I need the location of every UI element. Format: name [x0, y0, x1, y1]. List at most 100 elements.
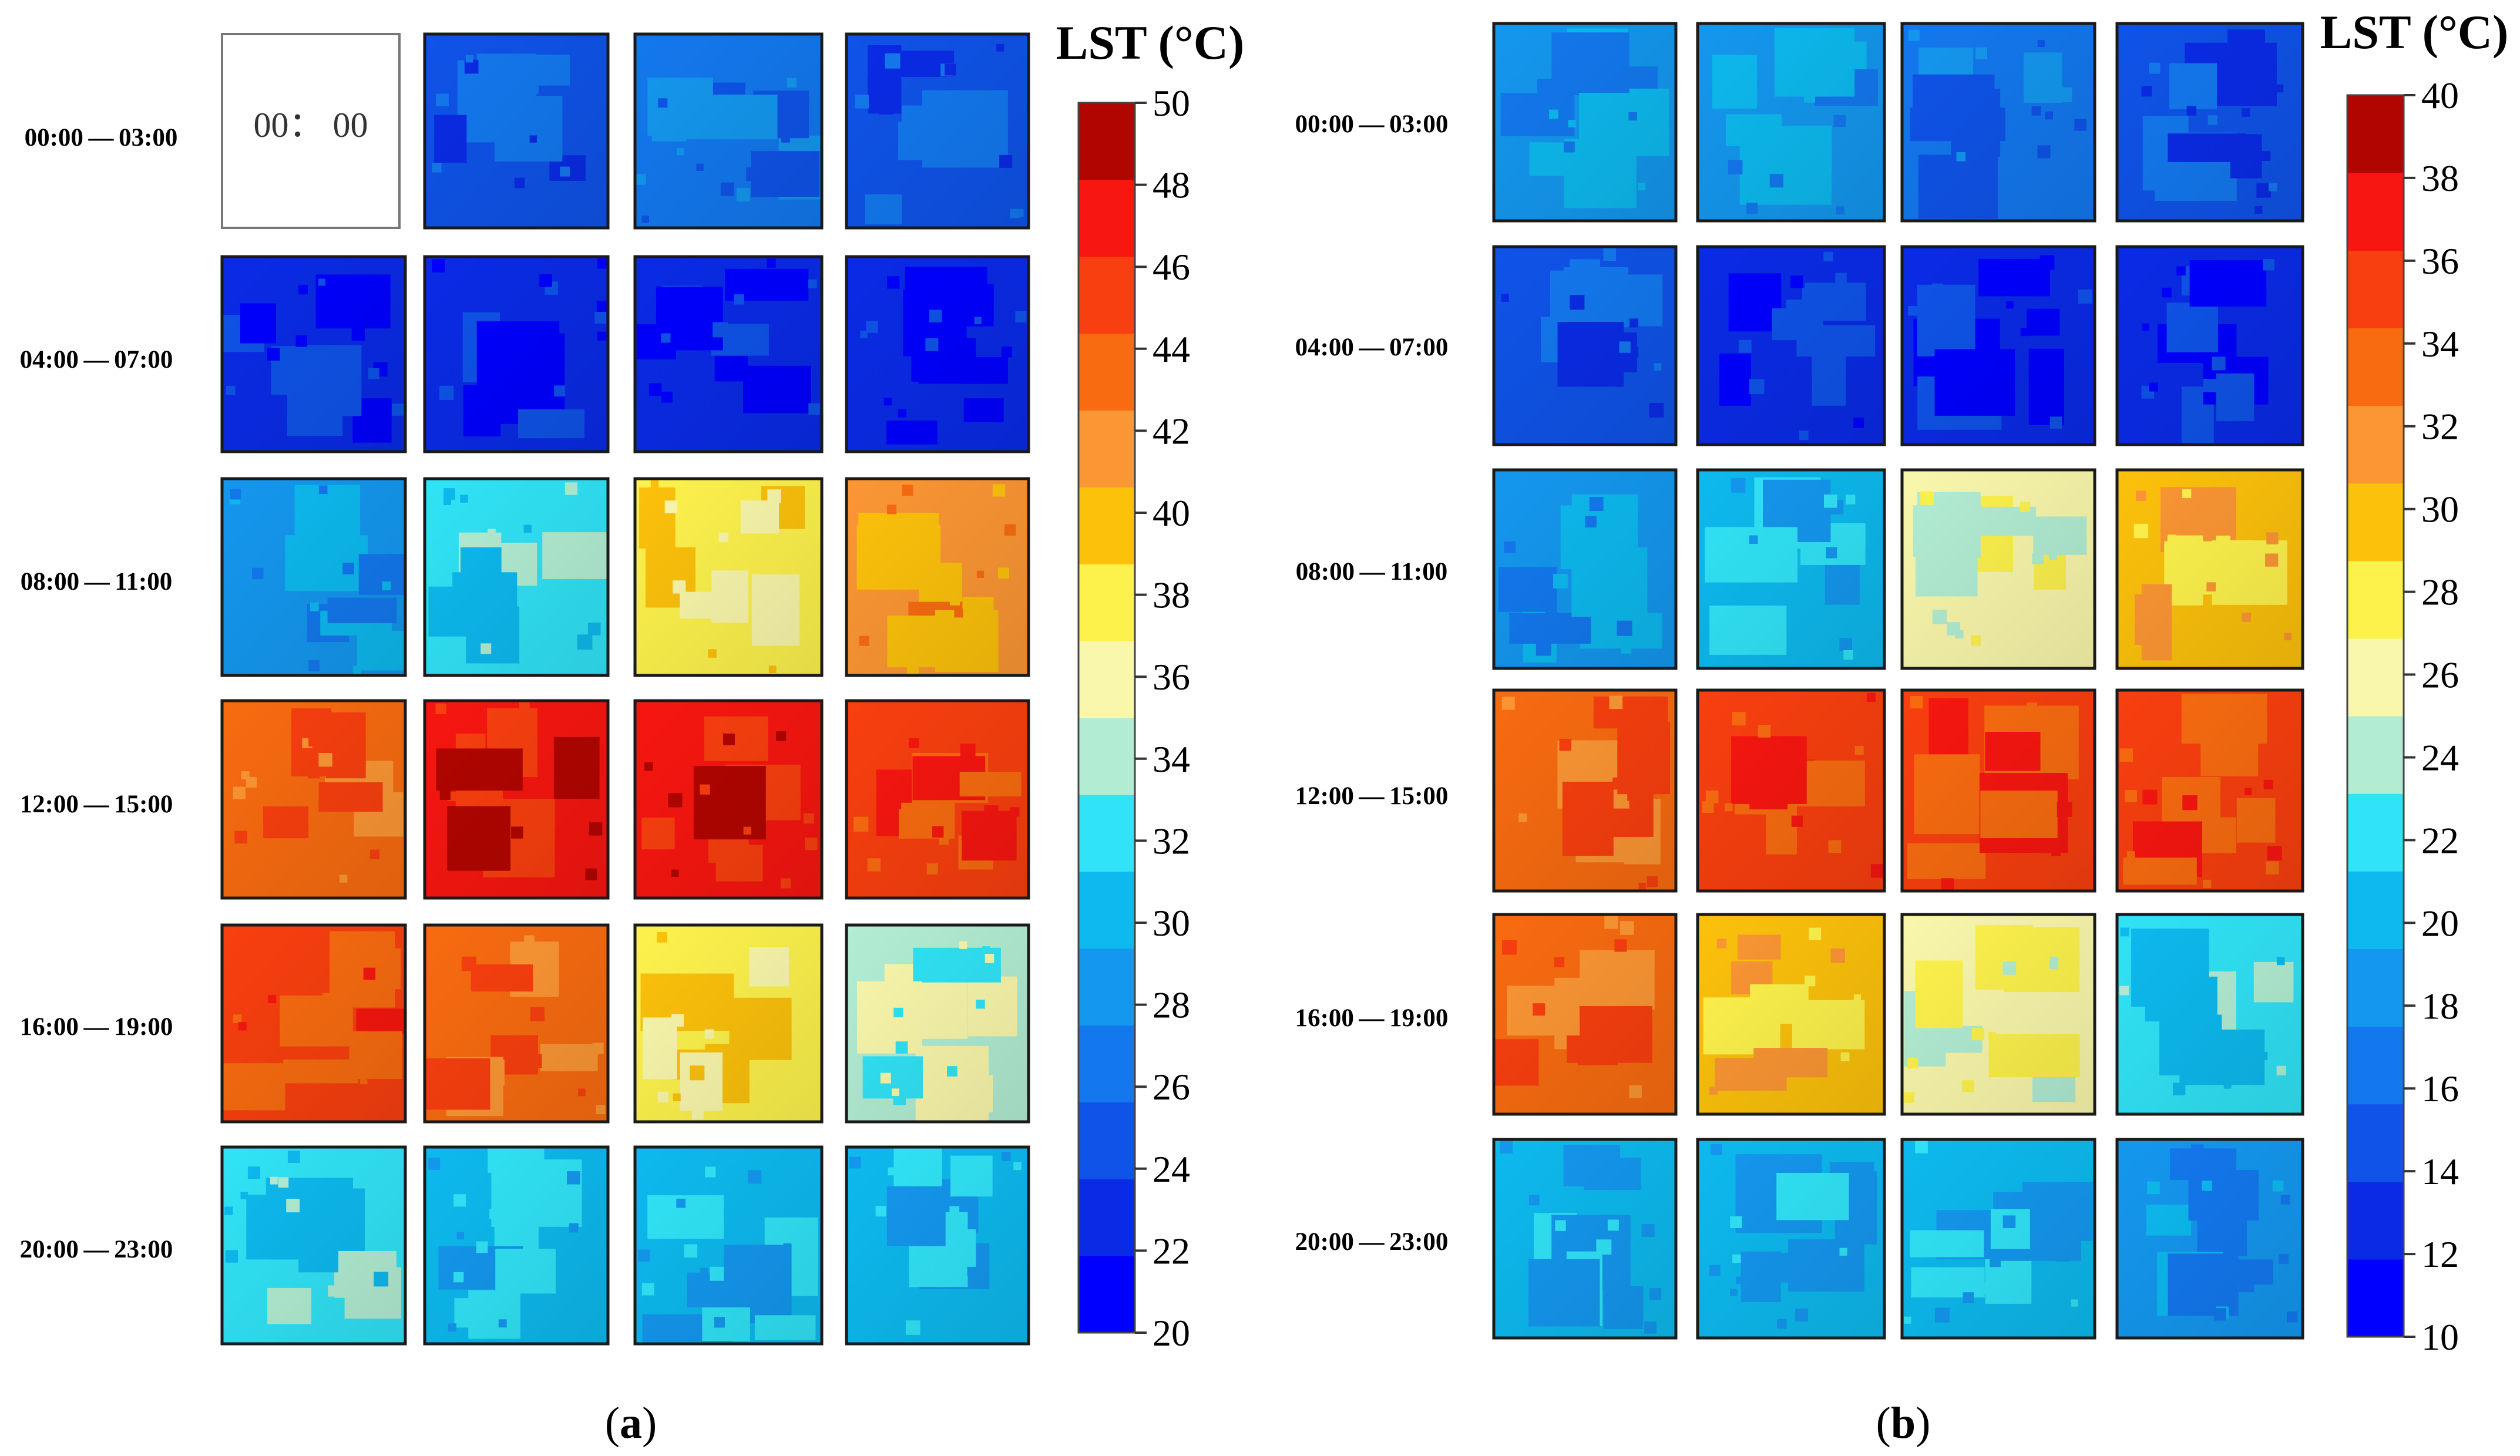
heatmap-tile: [1900, 22, 2096, 223]
tile-shade: [846, 701, 1029, 898]
colorbar-tick-label: 34: [1153, 738, 1190, 780]
tile-border: [633, 923, 824, 1124]
panel-b-colorbar-frame: [2346, 94, 2405, 1338]
colorbar-band: [2347, 638, 2404, 717]
colorbar-tick-label: 40: [1153, 492, 1190, 534]
panel-b-colorbar-ticks: 10 12 14 16 18 20 22 24 26 28 30 32 34 36 38 40: [2404, 75, 2459, 1358]
heatmap-tile: [845, 699, 1030, 900]
tile-shade: [1698, 914, 1884, 1114]
colorbar-tick-label: 10: [2421, 1316, 2459, 1358]
tile-shade: [1494, 470, 1676, 668]
panel-a-paren-close: ): [642, 1398, 657, 1448]
tile-shade: [222, 925, 405, 1122]
heatmap-tile: [1900, 688, 2096, 893]
colorbar-band: [1078, 256, 1135, 334]
panel-a-colorbar-bands: [1078, 103, 1135, 1333]
tile-border: [1900, 245, 2096, 446]
colorbar-tick-label: 24: [2421, 737, 2459, 779]
colorbar-band: [1078, 410, 1135, 487]
tile-shade: [1902, 914, 2095, 1114]
tile-border: [423, 923, 610, 1124]
colorbar-band: [2347, 949, 2404, 1027]
tile-shade: [2117, 690, 2303, 891]
tile-border: [423, 699, 610, 900]
panel-a-heatmap-grid: [220, 32, 1030, 1346]
row-label-16-19: 16:00 — 19:00: [20, 1013, 173, 1041]
colorbar-tick-label: 22: [1153, 1230, 1190, 1272]
heatmap-tile: [2115, 245, 2304, 446]
colorbar-band: [1078, 1179, 1135, 1256]
tile-border: [845, 32, 1030, 230]
tile-shade: [1698, 690, 1884, 891]
tile-border: [845, 1145, 1030, 1346]
tile-border: [1900, 913, 2096, 1116]
tile-shade: [1698, 1139, 1884, 1338]
heatmap-tile: [845, 477, 1030, 677]
colorbar-band: [2347, 328, 2404, 406]
colorbar-band: [1078, 871, 1135, 949]
tile-border: [1900, 468, 2096, 670]
tile-shade: [222, 479, 405, 675]
colorbar-tick-label: 30: [2421, 489, 2459, 530]
colorbar-tick-label: 28: [2421, 571, 2459, 613]
tile-shade: [1902, 690, 2095, 891]
tile-shade: [1902, 1139, 2095, 1338]
tile-shade: [846, 257, 1029, 452]
panel-a-colorbar-frame: [1077, 102, 1136, 1334]
colorbar-tick-label: 44: [1153, 328, 1190, 370]
colorbar-tick-label: 46: [1153, 246, 1190, 288]
panel-a-time-placeholder: 00： 00: [221, 33, 401, 229]
heatmap-tile: [2115, 1138, 2304, 1340]
colorbar-band: [2347, 1181, 2404, 1260]
colorbar-tick-label: 36: [1153, 656, 1190, 698]
tile-shade: [846, 925, 1029, 1122]
tile-border: [220, 923, 407, 1124]
heatmap-tile: [845, 1145, 1030, 1346]
heatmap-tile: [2115, 22, 2304, 223]
tile-border: [1696, 245, 1886, 446]
heatmap-tile: [1492, 913, 1678, 1116]
panel-a-paren-open: (: [605, 1398, 620, 1448]
colorbar-band: [1078, 487, 1135, 564]
tile-shade: [2117, 247, 2303, 445]
heatmap-tile: [633, 923, 824, 1124]
colorbar-band: [2347, 250, 2404, 328]
tile-border: [633, 1145, 824, 1346]
tile-shade: [1902, 247, 2095, 445]
colorbar-tick-label: 28: [1153, 984, 1190, 1026]
colorbar-band: [1078, 948, 1135, 1026]
colorbar-band: [2347, 793, 2404, 872]
row-label-16-19: 16:00 — 19:00: [1295, 1004, 1449, 1032]
tile-shade: [846, 1147, 1029, 1344]
heatmap-tile: [2115, 468, 2304, 670]
colorbar-band: [1078, 103, 1135, 180]
heatmap-tile: [220, 1145, 407, 1346]
colorbar-band: [2347, 1104, 2404, 1182]
tile-border: [423, 1145, 610, 1346]
tile-border: [2115, 1138, 2304, 1340]
tile-shade: [1698, 247, 1884, 445]
tile-border: [633, 255, 824, 453]
tile-shade: [222, 701, 405, 898]
colorbar-band: [1078, 718, 1135, 795]
tile-shade: [2117, 23, 2303, 221]
panel-a: 00:00 — 03:00 04:00 — 07:00 08:00 — 11:0…: [20, 16, 1245, 1448]
colorbar-tick-label: 12: [2421, 1233, 2459, 1275]
tile-shade: [1494, 690, 1676, 891]
tile-border: [1900, 1138, 2096, 1340]
colorbar-band: [1078, 641, 1135, 718]
colorbar-band: [1078, 564, 1135, 641]
heatmap-tile: [2115, 688, 2304, 893]
heatmap-tile: [423, 32, 610, 230]
tile-border: [423, 477, 610, 677]
tile-border: [1492, 688, 1678, 893]
panel-a-colorbar-ticks: 20 22 24 26 28 30 32 34 36 38 40 42 44 46 48 50: [1135, 82, 1190, 1354]
tile-shade: [222, 257, 405, 452]
colorbar-band: [2347, 716, 2404, 794]
heatmap-tile: [1696, 1138, 1886, 1340]
colorbar-band: [2347, 483, 2404, 561]
heatmap-tile: [1900, 1138, 2096, 1340]
tile-border: [220, 1145, 407, 1346]
heatmap-tile: [1900, 468, 2096, 670]
colorbar-tick-label: 50: [1153, 82, 1190, 124]
